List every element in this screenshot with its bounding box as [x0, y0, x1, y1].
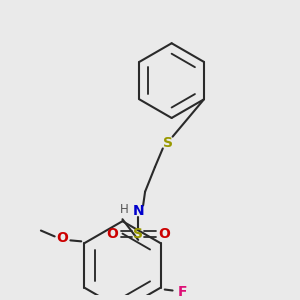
Text: N: N	[132, 204, 144, 218]
Text: O: O	[57, 231, 68, 245]
Text: O: O	[158, 227, 170, 241]
Text: S: S	[133, 227, 143, 241]
Text: H: H	[120, 203, 129, 216]
Text: S: S	[163, 136, 173, 149]
Text: F: F	[178, 286, 187, 299]
Text: O: O	[107, 227, 118, 241]
